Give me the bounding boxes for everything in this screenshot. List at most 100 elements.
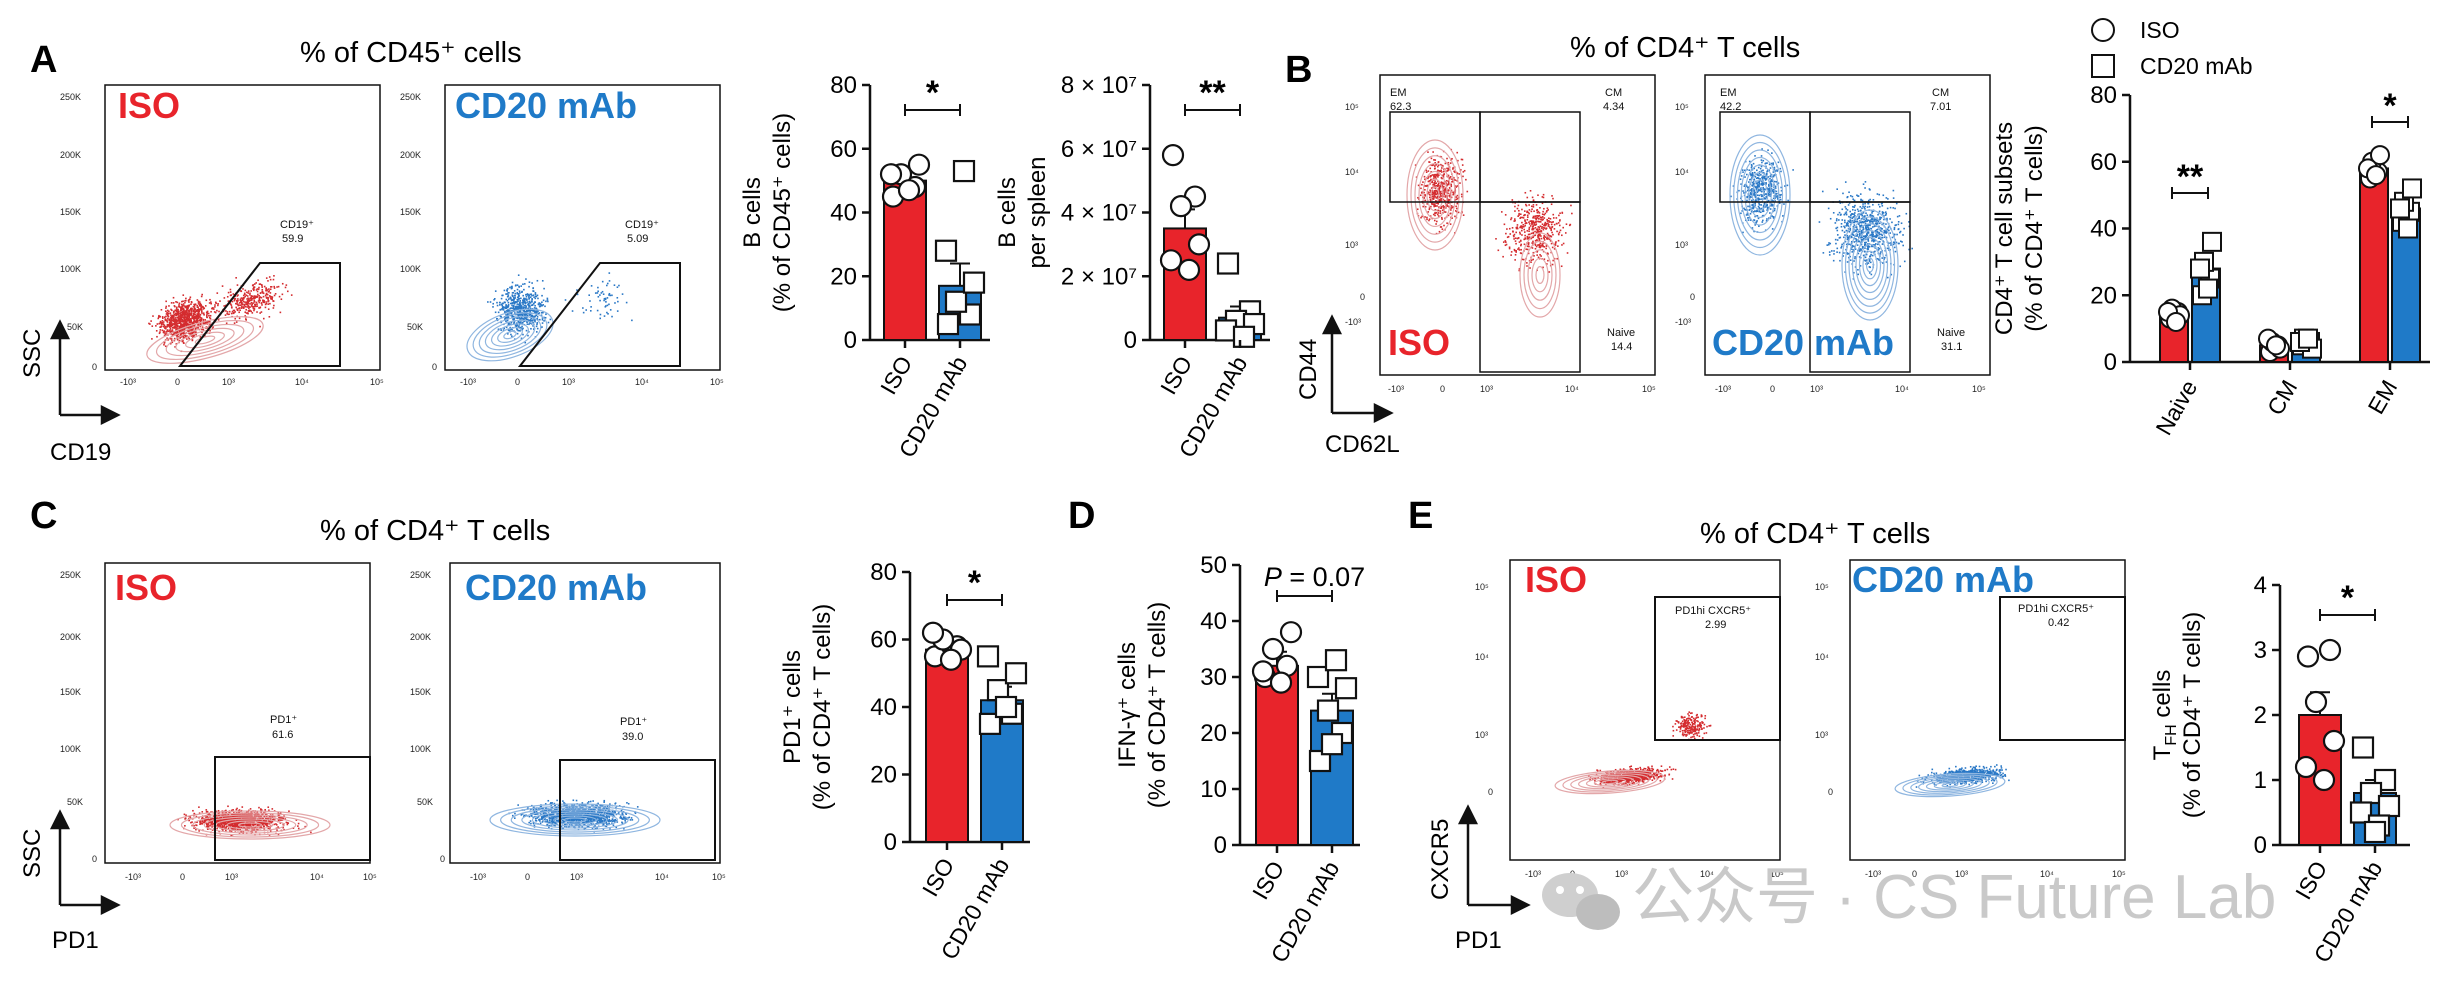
significance-mark: * [926,74,940,112]
data-point [907,153,931,176]
gate-em-value-iso: 62.3 [1390,101,1411,113]
data-point [1169,195,1193,218]
data-point [2370,145,2390,166]
gate-pd1-iso [214,756,371,861]
data-point [2294,755,2318,779]
panel-letter-e: E [1408,495,1433,537]
y-ticks-b-cd20: 10⁵ 10⁴ 10³ 0 -10³ [1675,102,1695,327]
gate-value-c-cd20: 39.0 [622,731,643,743]
data-point [2377,794,2401,818]
significance-mark: * [968,564,982,602]
gate-value-a-iso: 59.9 [282,233,303,245]
iso-label-c: ISO [115,567,177,608]
data-point [2298,328,2318,349]
gate-value-e-iso: 2.99 [1705,619,1726,631]
legend-iso-label: ISO [2140,17,2180,43]
iso-label-b: ISO [1388,322,1450,363]
panel-letter-c: C [30,495,57,537]
legend-iso-marker [2091,18,2115,42]
y-axis-label: IFN-γ⁺ cells [1114,642,1141,768]
svg-text:10⁴: 10⁴ [635,377,649,387]
gate-cd19-cd20 [517,262,681,367]
y-tick-label: 10 [1200,776,1227,803]
dots-a-iso-gate [199,275,293,328]
y-tick-label: 80 [2090,82,2117,109]
points-cd20 [2190,231,2222,306]
svg-text:0: 0 [432,362,437,372]
events-b-cd20 [1729,134,1913,321]
svg-text:0: 0 [515,377,520,387]
y-tick-label: 40 [830,200,857,227]
x-axis-label-e: PD1 [1455,927,1502,954]
points-cd20 [2390,178,2422,239]
svg-text:10³: 10³ [1480,384,1493,394]
data-point [1159,249,1183,272]
data-point [1251,660,1275,683]
data-point [2166,311,2186,332]
data-point [2390,198,2410,219]
axis-arrows-b [1321,314,1394,424]
x-category-label: ISO [875,352,917,399]
cd20-label-a: CD20 mAb [455,85,637,126]
data-point [921,621,945,644]
svg-text:0: 0 [175,377,180,387]
cd20-label-c: CD20 mAb [465,567,647,608]
data-point [1161,144,1185,167]
data-point [2322,729,2346,753]
panel-e-title: % of CD4⁺ T cells [1700,518,1930,550]
svg-text:10⁴: 10⁴ [1675,167,1689,177]
data-point [952,159,976,183]
x-category-label: EM [2363,376,2403,419]
svg-text:10³: 10³ [1810,384,1823,394]
data-point [2312,768,2336,792]
svg-text:150K: 150K [60,207,81,217]
y-tick-label: 2 [2254,702,2267,729]
svg-text:10⁵: 10⁵ [1642,384,1656,394]
panel-letter-d: D [1068,495,1095,537]
svg-text:10³: 10³ [1675,240,1688,250]
svg-text:10⁵: 10⁵ [1675,102,1689,112]
x-axis-label-c: PD1 [52,927,99,954]
data-point [2402,178,2422,199]
data-point [978,712,1002,735]
svg-text:10⁵: 10⁵ [710,377,724,387]
gate-em-value-cd20: 42.2 [1720,101,1741,113]
svg-text:250K: 250K [60,92,81,102]
svg-text:0: 0 [1360,292,1365,302]
data-point [897,179,921,202]
cd20-label-e: CD20 mAb [1852,559,2034,600]
data-point [976,645,1000,668]
svg-text:-10³: -10³ [460,377,476,387]
x-ticks-a-cd20: -10³ 0 10³ 10⁴ 10⁵ [460,377,724,387]
gate-label-a-cd20: CD19⁺ [625,219,659,231]
x-axis-label-a: CD19 [50,439,111,466]
y-axis-label: (% of CD4⁺ T cells) [2021,125,2048,332]
watermark: 公众号 · CS Future Lab [1542,863,2276,932]
contours-b-cd20-em [1729,134,1791,256]
y-tick-label: 60 [830,136,857,163]
y-tick-label: 20 [870,762,897,789]
watermark-text: 公众号 · CS Future Lab [1632,863,2276,932]
gate-cm-name-cd20: CM [1932,87,1949,99]
svg-text:-10³: -10³ [1345,317,1361,327]
gate-value-a-cd20: 5.09 [627,233,648,245]
points-iso [2294,638,2346,792]
y-ticks-e-cd20: 10⁵ 10⁴ 10³ 0 [1815,582,1833,797]
gate-label-c-cd20: PD1⁺ [620,716,647,728]
svg-text:-10³: -10³ [120,377,136,387]
wechat-icon [1542,873,1620,930]
y-axis-label: per spleen [1024,156,1051,268]
svg-text:10⁴: 10⁴ [1565,384,1579,394]
svg-text:10⁵: 10⁵ [370,377,384,387]
points-iso [2258,328,2290,362]
significance-mark: * [2341,579,2355,617]
gate-naive-cd20 [1809,201,1911,373]
y-tick-label: 20 [1200,720,1227,747]
data-point [2363,820,2387,844]
y-tick-label: 0 [1214,832,1227,859]
y-ticks-c-cd20: 250K 200K 150K 100K 50K 0 [410,570,445,864]
gate-tfh-cd20 [1999,596,2126,741]
y-tick-label: 3 [2254,637,2267,664]
bar-chart-c-pd1: 0 20 40 60 80 PD1⁺ cells (% of CD4⁺ T cells) IS… [779,559,1030,964]
x-ticks-b-iso: -10³ 0 10³ 10⁴ 10⁵ [1388,384,1656,394]
